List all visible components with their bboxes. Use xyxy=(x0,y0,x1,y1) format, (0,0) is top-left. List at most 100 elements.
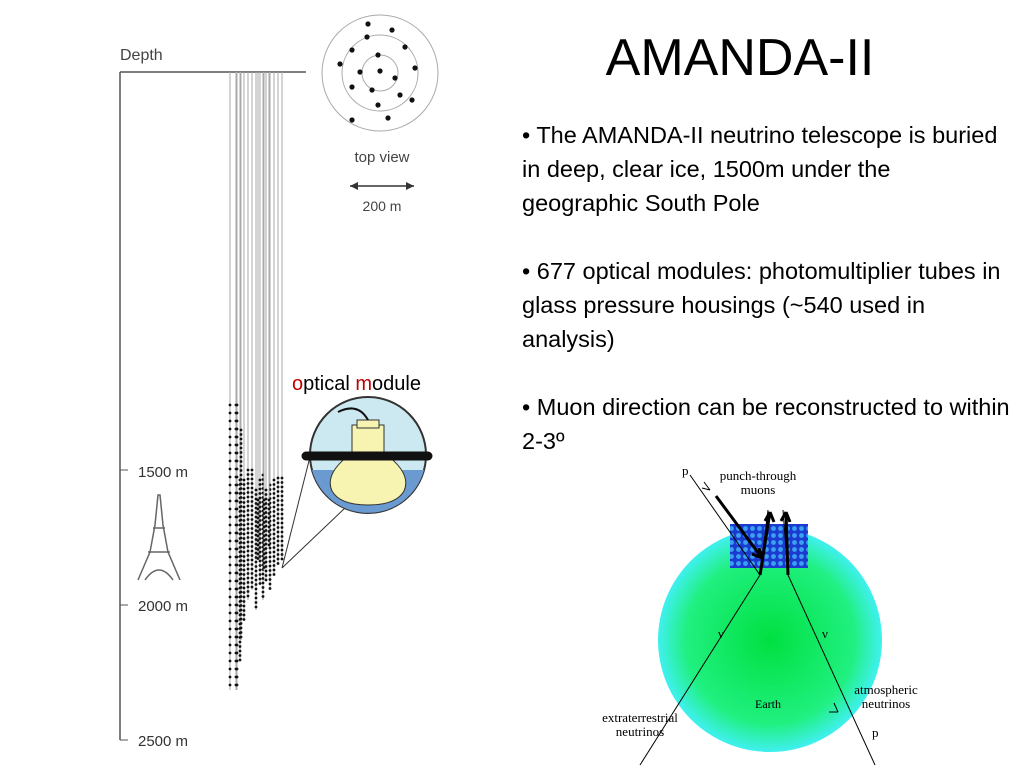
module-dot xyxy=(239,568,243,571)
module-dot xyxy=(242,559,246,563)
module-dot xyxy=(258,496,262,500)
module-dot xyxy=(280,512,284,516)
nu-label: ν xyxy=(822,626,828,641)
module-dot xyxy=(239,527,243,531)
earth xyxy=(658,528,882,752)
module-dot xyxy=(228,459,232,463)
module-dot xyxy=(242,483,246,486)
module-dot xyxy=(268,587,272,590)
module-dot xyxy=(254,578,258,582)
module-dot xyxy=(242,586,246,590)
module-dot xyxy=(254,569,258,573)
module-dot xyxy=(242,600,246,603)
module-dot xyxy=(272,528,276,531)
module-dot xyxy=(250,509,254,512)
module-dot xyxy=(262,552,266,556)
top-dot xyxy=(397,92,403,98)
module-dot xyxy=(262,561,266,565)
module-dot xyxy=(254,574,258,577)
eiffel-tower xyxy=(137,494,181,581)
module-dot xyxy=(228,555,232,559)
module-dot xyxy=(254,587,258,591)
module-dot xyxy=(258,523,262,527)
module-dot xyxy=(258,550,262,554)
top-view-label: top view xyxy=(354,149,409,166)
extra-label: extraterrestrial xyxy=(602,710,678,725)
module-dot xyxy=(250,522,254,526)
module-dot xyxy=(246,482,250,485)
module-dot xyxy=(254,601,258,604)
module-dot xyxy=(242,510,246,513)
module-dot xyxy=(256,512,260,515)
module-dot xyxy=(242,478,246,482)
module-dot xyxy=(235,571,239,575)
module-dot xyxy=(246,527,250,530)
top-dot xyxy=(337,61,343,67)
module-dot xyxy=(268,569,272,572)
module-dot xyxy=(258,564,262,567)
module-dot xyxy=(239,464,243,468)
module-dot xyxy=(246,500,250,503)
module-dot xyxy=(261,590,265,594)
bullet: • The AMANDA-II neutrino telescope is bu… xyxy=(522,122,998,216)
module-dot xyxy=(267,521,271,524)
module-dot xyxy=(228,467,232,471)
module-dot xyxy=(250,549,254,553)
module-dot xyxy=(228,547,232,551)
top-view-dots xyxy=(337,21,418,123)
module-dot xyxy=(272,496,276,500)
p-label: p xyxy=(682,463,689,478)
module-dot xyxy=(228,595,232,599)
module-dot xyxy=(267,543,271,547)
module-dot xyxy=(254,596,258,600)
module-dot xyxy=(242,564,246,567)
module-dot xyxy=(228,667,232,671)
module-dot xyxy=(256,507,260,511)
module-dot xyxy=(235,651,239,655)
module-dot xyxy=(228,419,232,423)
module-dot xyxy=(250,486,254,490)
module-dot xyxy=(258,546,262,549)
module-dot xyxy=(258,528,262,531)
module-dot xyxy=(235,451,239,455)
module-dot xyxy=(250,504,254,508)
module-dot xyxy=(235,619,239,623)
top-dot xyxy=(392,75,398,81)
module-dot xyxy=(280,481,284,484)
module-dot xyxy=(242,613,246,617)
module-dot xyxy=(256,557,260,560)
module-dot xyxy=(280,490,284,493)
module-dot xyxy=(235,411,239,415)
module-dot xyxy=(228,475,232,479)
module-dot xyxy=(246,491,250,494)
module-dot xyxy=(242,568,246,572)
module-dot xyxy=(276,490,280,493)
depth-tick-label: 2500 m xyxy=(138,733,188,750)
depth-tick-label: 2000 m xyxy=(138,598,188,615)
module-dot xyxy=(228,587,232,591)
module-dot xyxy=(246,590,250,593)
optical-module xyxy=(281,396,433,569)
module-dot xyxy=(239,586,243,589)
module-dot xyxy=(239,500,243,504)
module-dot xyxy=(228,411,232,415)
bullet: • 677 optical modules: photomultiplier t… xyxy=(522,258,1001,352)
module-dot xyxy=(242,582,246,585)
module-dot xyxy=(272,483,276,486)
module-dot xyxy=(246,522,250,526)
module-dot xyxy=(272,519,276,522)
module-dot xyxy=(235,635,239,639)
module-dot xyxy=(272,487,276,491)
module-dot xyxy=(235,643,239,647)
module-dot xyxy=(267,534,271,538)
module-dot xyxy=(228,403,232,407)
module-dot xyxy=(239,505,243,508)
punch-label: punch-through xyxy=(720,468,797,483)
module-dot xyxy=(276,481,280,484)
module-dot xyxy=(242,604,246,608)
module-dot xyxy=(272,505,276,509)
module-dot xyxy=(276,535,280,538)
module-dot xyxy=(254,488,258,492)
